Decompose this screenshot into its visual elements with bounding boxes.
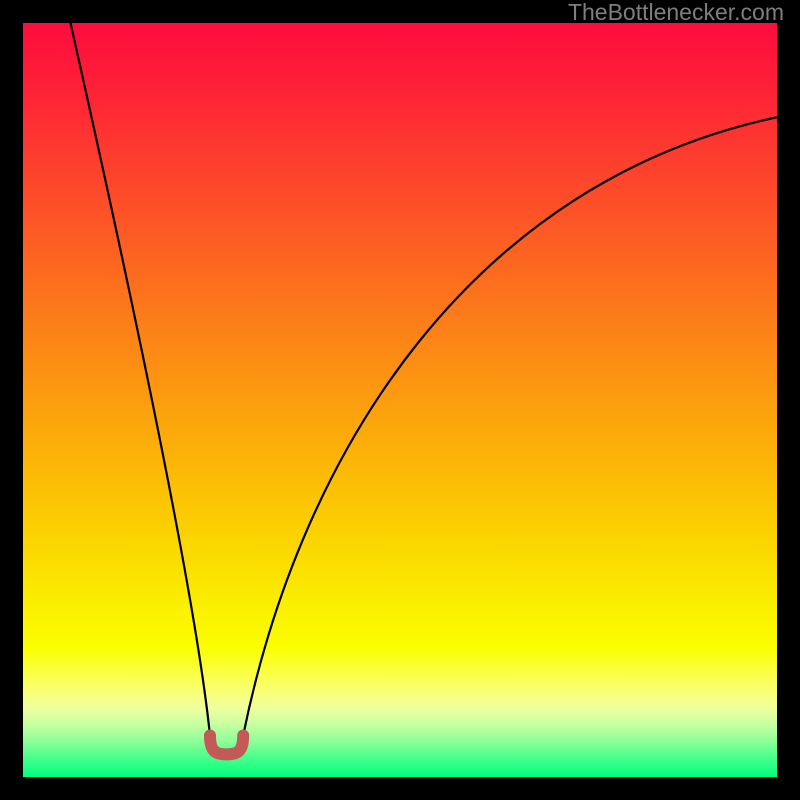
chart-stage: TheBottlenecker.com — [0, 0, 800, 800]
dip-marker — [210, 736, 243, 755]
chart-plot-frame — [23, 23, 777, 777]
chart-curve-svg — [23, 23, 777, 777]
bottleneck-curve — [71, 23, 778, 751]
watermark-text: TheBottlenecker.com — [568, 0, 784, 26]
